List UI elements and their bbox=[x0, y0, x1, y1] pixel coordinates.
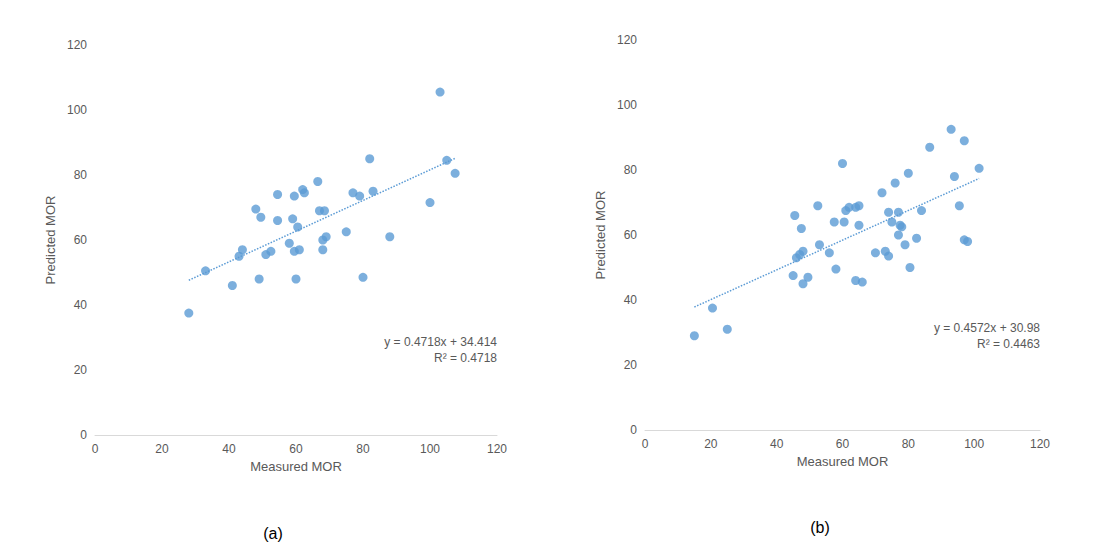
svg-text:120: 120 bbox=[487, 442, 507, 456]
svg-text:0: 0 bbox=[642, 437, 649, 451]
svg-text:40: 40 bbox=[74, 298, 88, 312]
svg-text:60: 60 bbox=[624, 228, 638, 242]
svg-text:60: 60 bbox=[836, 437, 850, 451]
svg-text:(a): (a) bbox=[263, 525, 283, 542]
svg-text:y = 0.4572x + 30.98: y = 0.4572x + 30.98 bbox=[934, 321, 1040, 335]
svg-text:80: 80 bbox=[624, 163, 638, 177]
svg-text:y = 0.4718x + 34.414: y = 0.4718x + 34.414 bbox=[384, 335, 497, 349]
svg-text:60: 60 bbox=[289, 442, 303, 456]
svg-text:Predicted MOR: Predicted MOR bbox=[43, 196, 58, 285]
svg-text:100: 100 bbox=[964, 437, 984, 451]
svg-text:20: 20 bbox=[74, 363, 88, 377]
svg-text:0: 0 bbox=[630, 423, 637, 437]
svg-text:0: 0 bbox=[80, 428, 87, 442]
svg-text:40: 40 bbox=[770, 437, 784, 451]
svg-text:20: 20 bbox=[155, 442, 169, 456]
svg-text:120: 120 bbox=[67, 38, 87, 52]
svg-text:Measured MOR: Measured MOR bbox=[250, 459, 342, 474]
svg-text:Measured MOR: Measured MOR bbox=[797, 454, 889, 469]
svg-text:20: 20 bbox=[624, 358, 638, 372]
svg-text:40: 40 bbox=[624, 293, 638, 307]
svg-text:0: 0 bbox=[92, 442, 99, 456]
svg-text:100: 100 bbox=[420, 442, 440, 456]
svg-text:120: 120 bbox=[617, 33, 637, 47]
svg-text:60: 60 bbox=[74, 233, 88, 247]
svg-text:(b): (b) bbox=[810, 519, 830, 536]
svg-text:80: 80 bbox=[74, 168, 88, 182]
svg-text:Predicted MOR: Predicted MOR bbox=[593, 191, 608, 280]
svg-text:20: 20 bbox=[704, 437, 718, 451]
svg-text:R² = 0.4718: R² = 0.4718 bbox=[434, 351, 497, 365]
svg-text:120: 120 bbox=[1030, 437, 1050, 451]
svg-text:R² = 0.4463: R² = 0.4463 bbox=[977, 337, 1040, 351]
svg-text:80: 80 bbox=[902, 437, 916, 451]
svg-text:40: 40 bbox=[222, 442, 236, 456]
svg-text:100: 100 bbox=[67, 103, 87, 117]
svg-text:80: 80 bbox=[356, 442, 370, 456]
svg-text:100: 100 bbox=[617, 98, 637, 112]
